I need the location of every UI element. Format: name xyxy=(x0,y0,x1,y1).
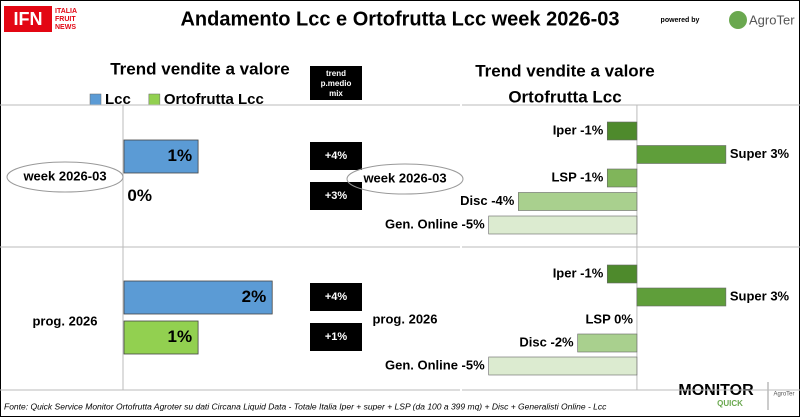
logo-text: NEWS xyxy=(55,24,76,31)
source: Fonte: Quick Service Monitor Ortofrutta … xyxy=(4,401,607,411)
bar xyxy=(606,264,638,284)
logo: IFN xyxy=(14,9,43,29)
logo-text: FRUIT xyxy=(55,16,76,23)
value-label: 1% xyxy=(168,327,193,346)
bar xyxy=(488,356,638,376)
period-ellipse xyxy=(6,161,124,193)
bar xyxy=(123,320,199,355)
bar xyxy=(518,192,638,211)
legend-label: Lcc xyxy=(105,91,131,108)
value-label: 1% xyxy=(168,146,193,165)
value-label: Iper -1% xyxy=(553,265,604,280)
footer-logo: MONITOR xyxy=(678,382,754,399)
value-label: LSP 0% xyxy=(585,311,633,326)
period-label: week 2026-03 xyxy=(22,168,106,183)
brand: AgroTer xyxy=(749,12,795,27)
period-ellipse xyxy=(346,163,464,195)
trend-header: trend xyxy=(326,69,346,78)
panel-title: Trend vendite a valore xyxy=(110,59,290,78)
trend-value: +3% xyxy=(325,190,348,202)
legend-label: Ortofrutta Lcc xyxy=(164,91,264,108)
logo-text: ITALIA xyxy=(55,8,77,15)
legend-swatch xyxy=(89,93,102,106)
value-label: LSP -1% xyxy=(551,169,603,184)
value-label: Gen. Online -5% xyxy=(385,216,485,231)
value-label: 2% xyxy=(242,287,267,306)
trend-value: +4% xyxy=(325,291,348,303)
value-label: Super 3% xyxy=(730,146,790,161)
trend-header-box xyxy=(310,66,362,100)
trend-value: +4% xyxy=(325,150,348,162)
period-label: week 2026-03 xyxy=(362,170,446,185)
trend-box xyxy=(310,182,362,210)
title: Andamento Lcc e Ortofrutta Lcc week 2026… xyxy=(180,8,619,30)
bar xyxy=(488,215,638,235)
panel-title: Ortofrutta Lcc xyxy=(508,87,621,106)
charts: Trend vendite a valore Lcc Ortofrutta Lcc t… xyxy=(0,59,800,391)
trend-box xyxy=(310,142,362,170)
period-label: prog. 2026 xyxy=(372,311,437,326)
bar xyxy=(636,145,727,164)
period-label: prog. 2026 xyxy=(32,313,97,328)
brand-small: AgroTer xyxy=(773,392,794,398)
value-label: Disc -2% xyxy=(519,334,574,349)
panel-title: Trend vendite a valore xyxy=(475,61,655,80)
bar xyxy=(123,280,273,315)
trend-header: p.medio xyxy=(321,79,352,88)
trend-box xyxy=(310,323,362,351)
value-label: 0% xyxy=(127,186,152,205)
brand-icon xyxy=(729,11,747,29)
value-label: Gen. Online -5% xyxy=(385,357,485,372)
bar xyxy=(606,168,638,188)
value-label: Disc -4% xyxy=(460,193,515,208)
bar xyxy=(577,333,638,353)
logo-box xyxy=(4,6,52,32)
footer-logo: QUICK xyxy=(717,399,743,408)
trend-header: mix xyxy=(329,89,343,98)
bar xyxy=(606,121,638,141)
bar xyxy=(636,287,727,307)
legend-swatch xyxy=(148,93,161,106)
bar xyxy=(123,139,199,174)
value-label: Iper -1% xyxy=(553,122,604,137)
powered-by: powered by xyxy=(661,17,700,24)
value-label: Super 3% xyxy=(730,288,790,303)
trend-box xyxy=(310,283,362,311)
trend-value: +1% xyxy=(325,331,348,343)
